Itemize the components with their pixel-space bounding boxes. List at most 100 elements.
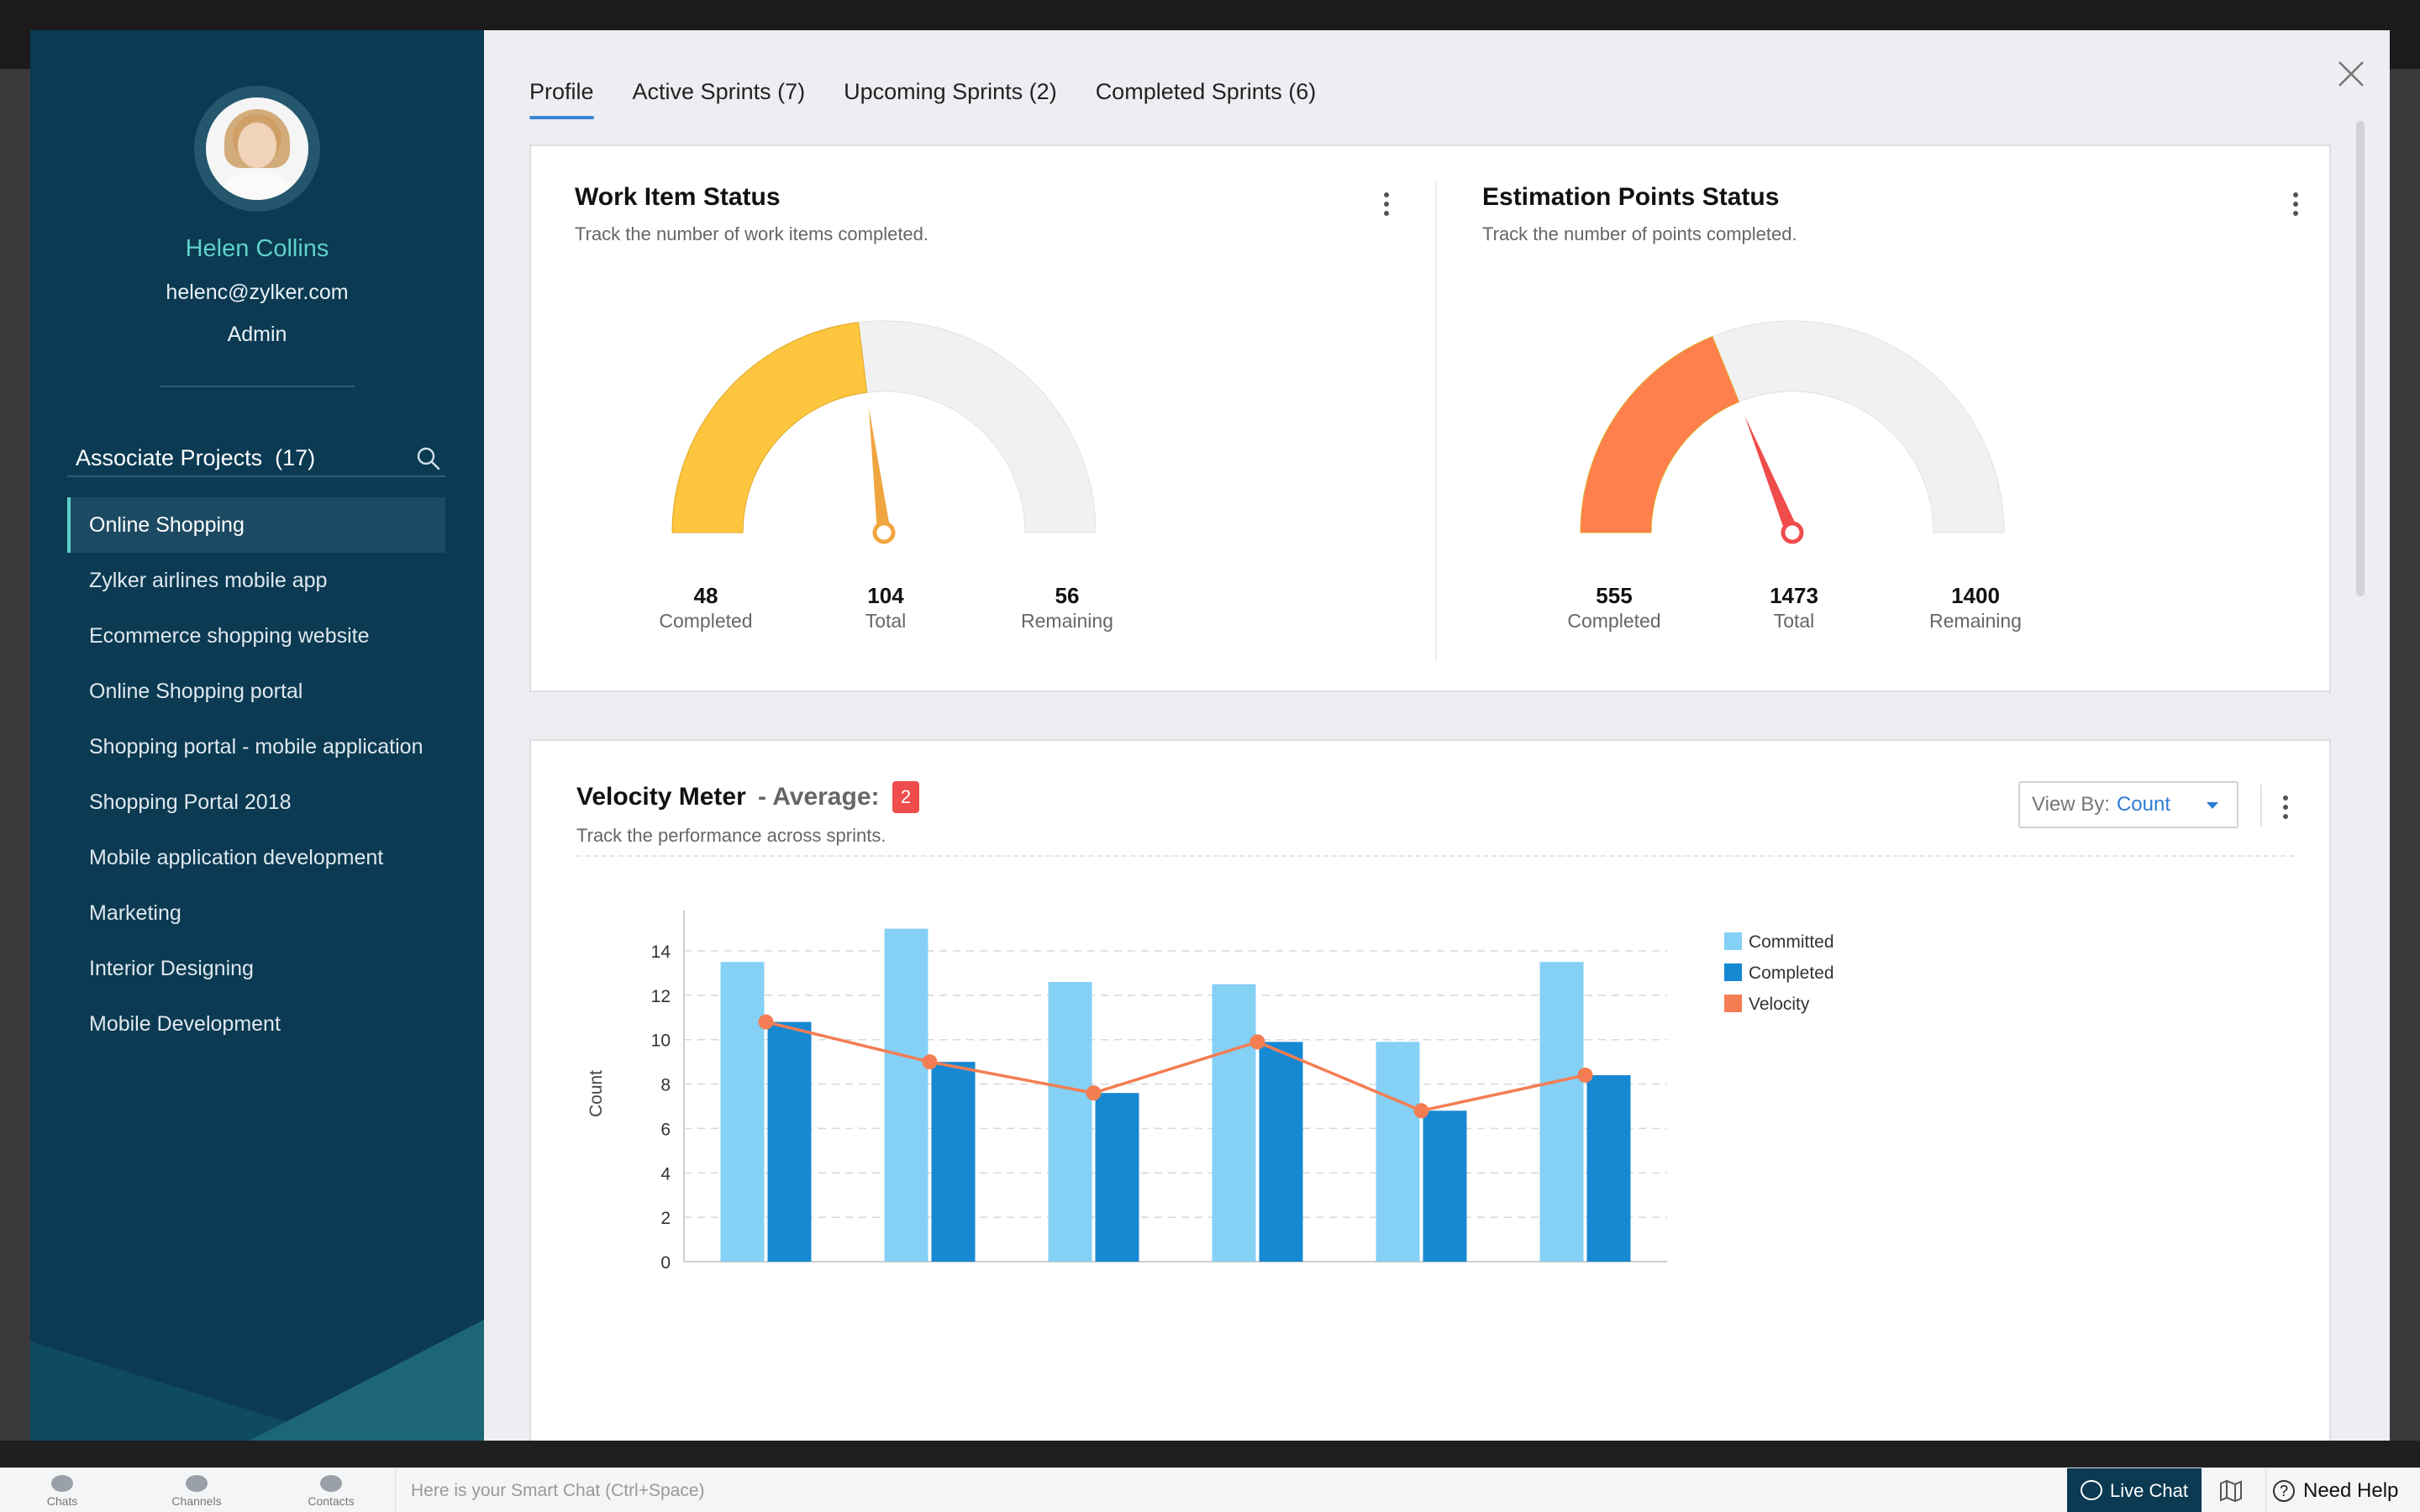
chats-button[interactable]: Chats <box>37 1475 87 1508</box>
profile-sidebar: Helen Collins helenc@zylker.com Admin As… <box>30 30 484 1441</box>
project-item[interactable]: Zylker airlines mobile app <box>89 569 328 592</box>
status-card: Work Item Status Track the number of wor… <box>529 144 2331 692</box>
contacts-label: Contacts <box>308 1494 355 1508</box>
contacts-button[interactable]: Contacts <box>306 1475 356 1508</box>
x-tick-label: marketing sprint <box>1031 1277 1157 1278</box>
user-profile-modal: Helen Collins helenc@zylker.com Admin As… <box>30 30 2390 1441</box>
velocity-point <box>1577 1068 1593 1083</box>
project-item[interactable]: Shopping portal - mobile application <box>89 735 424 759</box>
velocity-point <box>1086 1085 1102 1101</box>
smart-chat-input[interactable]: Here is your Smart Chat (Ctrl+Space) <box>395 1468 705 1512</box>
x-tick-label: Design <box>1558 1277 1612 1278</box>
need-help-button[interactable]: ? Need Help <box>2265 1468 2398 1512</box>
profile-tabs: Profile Active Sprints (7) Upcoming Sprint… <box>529 77 1355 119</box>
x-tick-label: Webinar <box>1225 1277 1291 1278</box>
estimation-remaining-value: 1400 <box>1951 583 2000 608</box>
work-item-more-icon[interactable] <box>1381 190 1392 218</box>
legend-item-completed[interactable]: Completed <box>1724 963 1834 984</box>
tab-upcoming-sprints[interactable]: Upcoming Sprints (2) <box>844 79 1057 104</box>
gauge-completed-arc <box>1580 335 1740 533</box>
x-tick-label: Marketing <box>1382 1277 1460 1278</box>
background-app-left <box>0 69 30 1472</box>
project-item[interactable]: Online Shopping portal <box>89 680 303 703</box>
view-by-select[interactable]: View By: Count <box>2018 781 2238 828</box>
bar-completed <box>767 1021 812 1262</box>
y-tick-label: 0 <box>660 1253 671 1273</box>
card-divider <box>1435 181 1437 660</box>
scrollbar[interactable] <box>2356 121 2365 596</box>
bottom-bar: Chats Channels Contacts Here is your Sma… <box>0 1467 2420 1512</box>
bar-committed <box>884 928 929 1262</box>
legend-item-committed[interactable]: Committed <box>1724 932 1834 953</box>
tab-active-sprints[interactable]: Active Sprints (7) <box>632 79 806 104</box>
user-email: helenc@zylker.com <box>166 281 349 304</box>
velocity-point <box>758 1014 774 1030</box>
view-by-value: Count <box>2116 793 2170 816</box>
y-axis-label: Count <box>587 1070 606 1117</box>
project-item[interactable]: Online Shopping <box>67 497 445 553</box>
y-tick-label: 10 <box>651 1032 671 1051</box>
close-icon[interactable] <box>2333 55 2370 92</box>
gauge-pivot <box>1781 521 1804 544</box>
gauge-needle <box>868 407 891 533</box>
work-item-completed-value: 48 <box>693 583 718 608</box>
legend-label: Velocity <box>1749 995 1810 1014</box>
project-item[interactable]: Mobile Development <box>89 1012 281 1036</box>
legend-label: Completed <box>1749 963 1834 983</box>
y-tick-label: 14 <box>651 942 671 962</box>
velocity-point <box>922 1054 938 1070</box>
bar-completed <box>1586 1075 1631 1262</box>
legend-item-velocity[interactable]: Velocity <box>1724 995 1809 1015</box>
bar-committed <box>1376 1042 1420 1262</box>
velocity-title: Velocity Meter <box>576 783 746 811</box>
project-item[interactable]: Ecommerce shopping website <box>89 624 370 648</box>
legend-swatch <box>1724 963 1742 981</box>
user-role: Admin <box>227 323 287 346</box>
card-divider <box>576 855 2294 857</box>
project-item[interactable]: Shopping Portal 2018 <box>89 790 292 814</box>
legend-swatch <box>1724 995 1742 1012</box>
live-chat-label: Live Chat <box>2110 1480 2188 1501</box>
channels-button[interactable]: Channels <box>171 1475 222 1508</box>
gauge-needle <box>1744 416 1799 536</box>
tab-profile[interactable]: Profile <box>529 77 594 119</box>
project-item[interactable]: Marketing <box>89 901 182 925</box>
estimation-more-icon[interactable] <box>2291 190 2301 218</box>
x-tick-label: Payments <box>891 1277 969 1278</box>
bar-completed <box>931 1062 976 1262</box>
work-item-status-title: Work Item Status <box>575 183 781 211</box>
sidebar-divider <box>160 386 355 387</box>
chat-bubble-icon <box>2081 1480 2102 1500</box>
live-chat-button[interactable]: Live Chat <box>2067 1468 2202 1512</box>
y-tick-label: 2 <box>660 1209 671 1228</box>
channels-label: Channels <box>171 1494 222 1508</box>
work-item-total-label: Total <box>865 610 907 632</box>
bar-committed <box>1212 984 1256 1262</box>
work-item-remaining-label: Remaining <box>1021 610 1113 632</box>
legend-label: Committed <box>1749 932 1834 952</box>
project-item[interactable]: Interior Designing <box>89 957 254 980</box>
work-item-total-value: 104 <box>867 583 904 608</box>
estimation-status-title: Estimation Points Status <box>1482 183 1780 211</box>
estimation-status-subtitle: Track the number of points completed. <box>1482 223 1797 244</box>
avatar <box>194 86 320 212</box>
work-item-gauge <box>671 320 1097 544</box>
avatar-photo <box>206 97 308 200</box>
chevron-down-icon <box>2207 802 2218 809</box>
search-icon[interactable] <box>415 445 442 472</box>
chats-label: Chats <box>46 1494 78 1508</box>
work-item-status-subtitle: Track the number of work items completed… <box>575 223 929 244</box>
map-icon[interactable] <box>2218 1478 2244 1504</box>
bar-completed <box>1095 1093 1139 1262</box>
profile-main: Profile Active Sprints (7) Upcoming Sprint… <box>484 30 2390 1441</box>
user-name: Helen Collins <box>185 235 329 262</box>
legend-swatch <box>1724 932 1742 950</box>
velocity-more-icon[interactable] <box>2281 793 2291 822</box>
toolbar-divider <box>2260 785 2262 827</box>
bar-committed <box>720 962 765 1262</box>
project-item[interactable]: Mobile application development <box>89 846 384 869</box>
tab-completed-sprints[interactable]: Completed Sprints (6) <box>1095 79 1317 104</box>
associate-projects-title: Associate Projects (17) <box>76 445 316 470</box>
velocity-average-label: - Average: <box>758 783 880 811</box>
velocity-chart: 0 2 4 6 8 10 12 14 CAB Payments marketing sprint We… <box>587 911 1667 1278</box>
